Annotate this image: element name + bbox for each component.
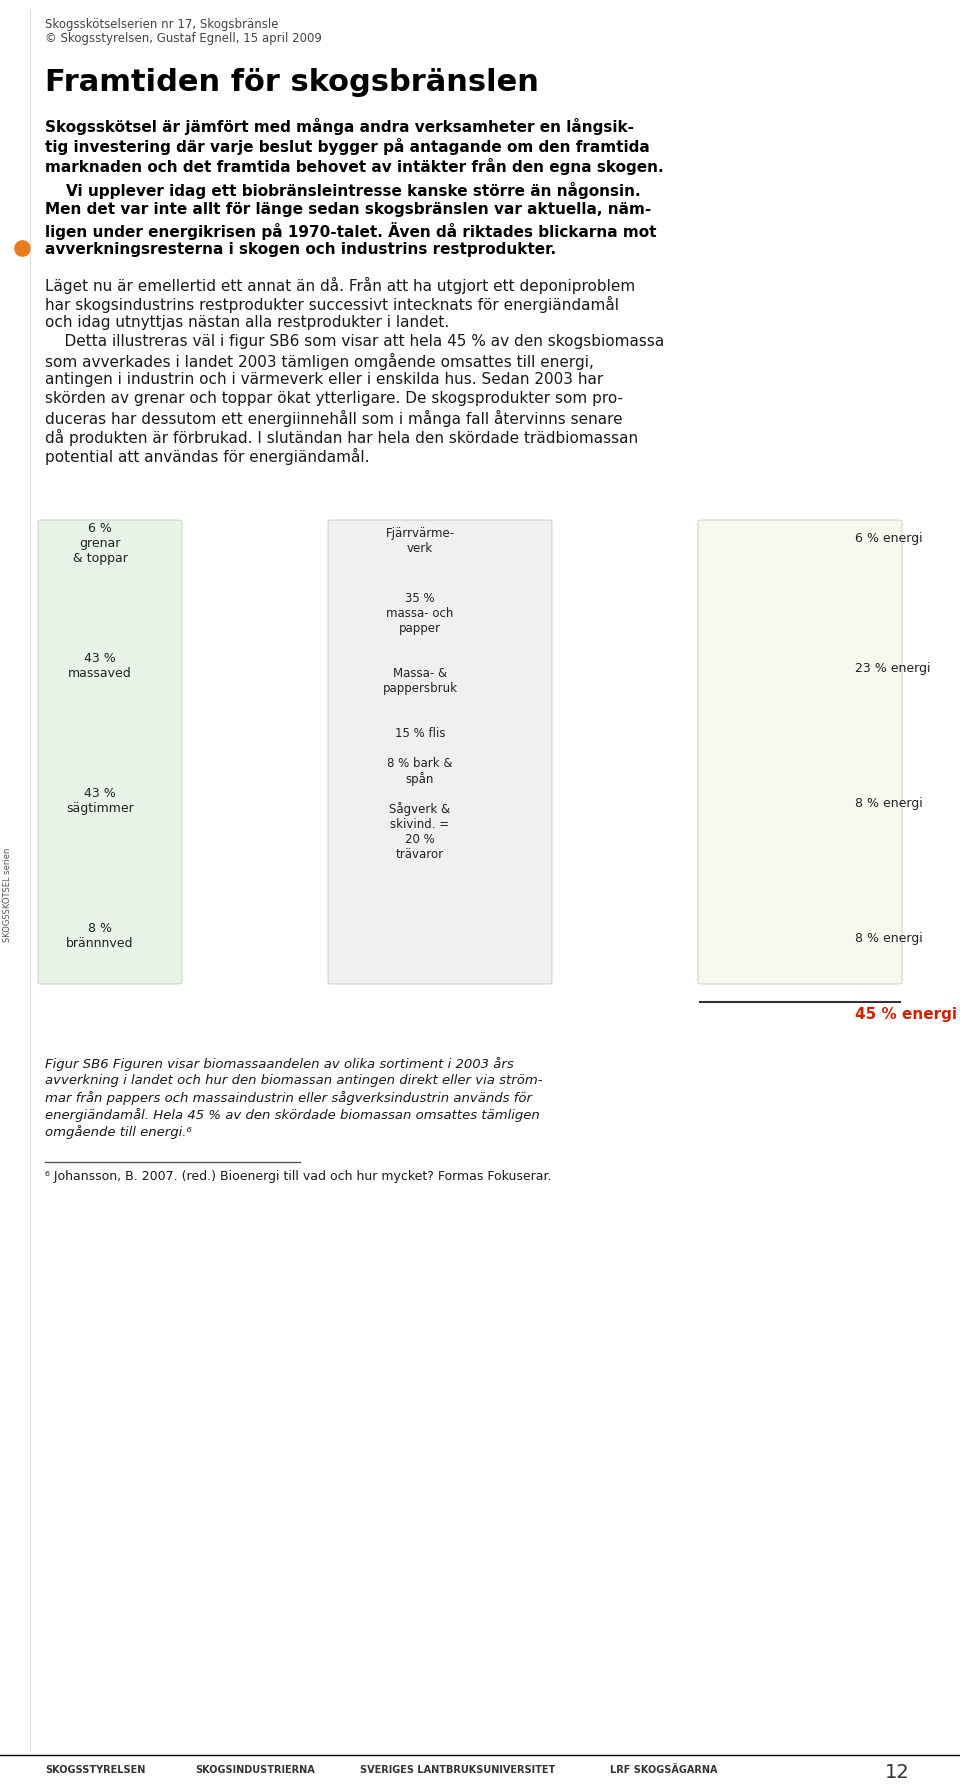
Text: mar från pappers och massaindustrin eller sågverksindustrin används för: mar från pappers och massaindustrin elle… — [45, 1091, 532, 1106]
Text: Sågverk &
skivind. =
20 %
trävaror: Sågverk & skivind. = 20 % trävaror — [390, 801, 450, 861]
Text: 45 % energi: 45 % energi — [855, 1007, 957, 1022]
Text: avverkning i landet och hur den biomassan antingen direkt eller via ström-: avverkning i landet och hur den biomassa… — [45, 1073, 542, 1088]
Text: 6 % energi: 6 % energi — [855, 531, 923, 546]
Text: ⁶ Johansson, B. 2007. (red.) Bioenergi till vad och hur mycket? Formas Fokuserar: ⁶ Johansson, B. 2007. (red.) Bioenergi t… — [45, 1170, 551, 1183]
Text: tig investering där varje beslut bygger på antagande om den framtida: tig investering där varje beslut bygger … — [45, 138, 650, 156]
Text: ligen under energikrisen på 1970-talet. Även då riktades blickarna mot: ligen under energikrisen på 1970-talet. … — [45, 222, 657, 240]
Text: 8 % energi: 8 % energi — [855, 798, 923, 810]
FancyBboxPatch shape — [698, 521, 902, 984]
Text: och idag utnyttjas nästan alla restprodukter i landet.: och idag utnyttjas nästan alla restprodu… — [45, 315, 449, 329]
Text: Men det var inte allt för länge sedan skogsbränslen var aktuella, näm-: Men det var inte allt för länge sedan sk… — [45, 202, 651, 216]
Text: 35 %
massa- och
papper: 35 % massa- och papper — [386, 592, 454, 635]
Text: 8 %
brännnved: 8 % brännnved — [66, 921, 133, 950]
FancyBboxPatch shape — [38, 521, 182, 984]
Text: som avverkades i landet 2003 tämligen omgående omsattes till energi,: som avverkades i landet 2003 tämligen om… — [45, 352, 594, 370]
Text: potential att användas för energiändamål.: potential att användas för energiändamål… — [45, 447, 370, 465]
Text: SKOGSSTYRELSEN: SKOGSSTYRELSEN — [45, 1766, 145, 1775]
FancyBboxPatch shape — [328, 521, 552, 984]
Text: 43 %
massaved: 43 % massaved — [68, 651, 132, 680]
Text: Framtiden för skogsbränslen: Framtiden för skogsbränslen — [45, 68, 539, 97]
Text: duceras har dessutom ett energiinnehåll som i många fall återvinns senare: duceras har dessutom ett energiinnehåll … — [45, 410, 623, 428]
Text: 43 %
sägtimmer: 43 % sägtimmer — [66, 787, 133, 816]
Text: © Skogsstyrelsen, Gustaf Egnell, 15 april 2009: © Skogsstyrelsen, Gustaf Egnell, 15 apri… — [45, 32, 322, 45]
Text: antingen i industrin och i värmeverk eller i enskilda hus. Sedan 2003 har: antingen i industrin och i värmeverk ell… — [45, 372, 603, 386]
Text: SKOGSINDUSTRIERNA: SKOGSINDUSTRIERNA — [195, 1766, 315, 1775]
Text: 23 % energi: 23 % energi — [855, 662, 930, 674]
Text: Vi upplever idag ett biobränsleintresse kanske större än någonsin.: Vi upplever idag ett biobränsleintresse … — [45, 182, 640, 199]
Text: avverkningsresterna i skogen och industrins restprodukter.: avverkningsresterna i skogen och industr… — [45, 242, 556, 258]
Text: 8 % energi: 8 % energi — [855, 932, 923, 945]
Text: skörden av grenar och toppar ökat ytterligare. De skogsprodukter som pro-: skörden av grenar och toppar ökat ytterl… — [45, 392, 623, 406]
Text: omgående till energi.⁶: omgående till energi.⁶ — [45, 1125, 192, 1140]
Text: Figur SB6 Figuren visar biomassaandelen av olika sortiment i 2003 års: Figur SB6 Figuren visar biomassaandelen … — [45, 1057, 514, 1072]
Text: Skogsskötsel är jämfört med många andra verksamheter en långsik-: Skogsskötsel är jämfört med många andra … — [45, 118, 634, 134]
Text: Läget nu är emellertid ett annat än då. Från att ha utgjort ett deponiproblem: Läget nu är emellertid ett annat än då. … — [45, 277, 636, 293]
Text: 15 % flis: 15 % flis — [395, 726, 445, 741]
Text: energiändamål. Hela 45 % av den skördade biomassan omsattes tämligen: energiändamål. Hela 45 % av den skördade… — [45, 1107, 540, 1122]
Text: Fjärrvärme-
verk: Fjärrvärme- verk — [385, 528, 455, 555]
Text: har skogsindustrins restprodukter successivt intecknats för energiändamål: har skogsindustrins restprodukter succes… — [45, 295, 619, 313]
Text: Massa- &
pappersbruk: Massa- & pappersbruk — [382, 667, 458, 694]
Text: 6 %
grenar
& toppar: 6 % grenar & toppar — [73, 522, 128, 565]
Text: då produkten är förbrukad. I slutändan har hela den skördade trädbiomassan: då produkten är förbrukad. I slutändan h… — [45, 429, 638, 445]
Text: SVERIGES LANTBRUKSUNIVERSITET: SVERIGES LANTBRUKSUNIVERSITET — [360, 1766, 555, 1775]
Text: LRF SKOGSÄGARNA: LRF SKOGSÄGARNA — [610, 1766, 717, 1775]
Text: SKOGSSKÖTSEL serien: SKOGSSKÖTSEL serien — [4, 848, 12, 941]
Text: 12: 12 — [885, 1762, 910, 1782]
Text: marknaden och det framtida behovet av intäkter från den egna skogen.: marknaden och det framtida behovet av in… — [45, 157, 663, 175]
Text: Detta illustreras väl i figur SB6 som visar att hela 45 % av den skogsbiomassa: Detta illustreras väl i figur SB6 som vi… — [45, 335, 664, 349]
Text: 8 % bark &
spån: 8 % bark & spån — [387, 757, 453, 785]
Text: Skogsskötselserien nr 17, Skogsbränsle: Skogsskötselserien nr 17, Skogsbränsle — [45, 18, 278, 30]
